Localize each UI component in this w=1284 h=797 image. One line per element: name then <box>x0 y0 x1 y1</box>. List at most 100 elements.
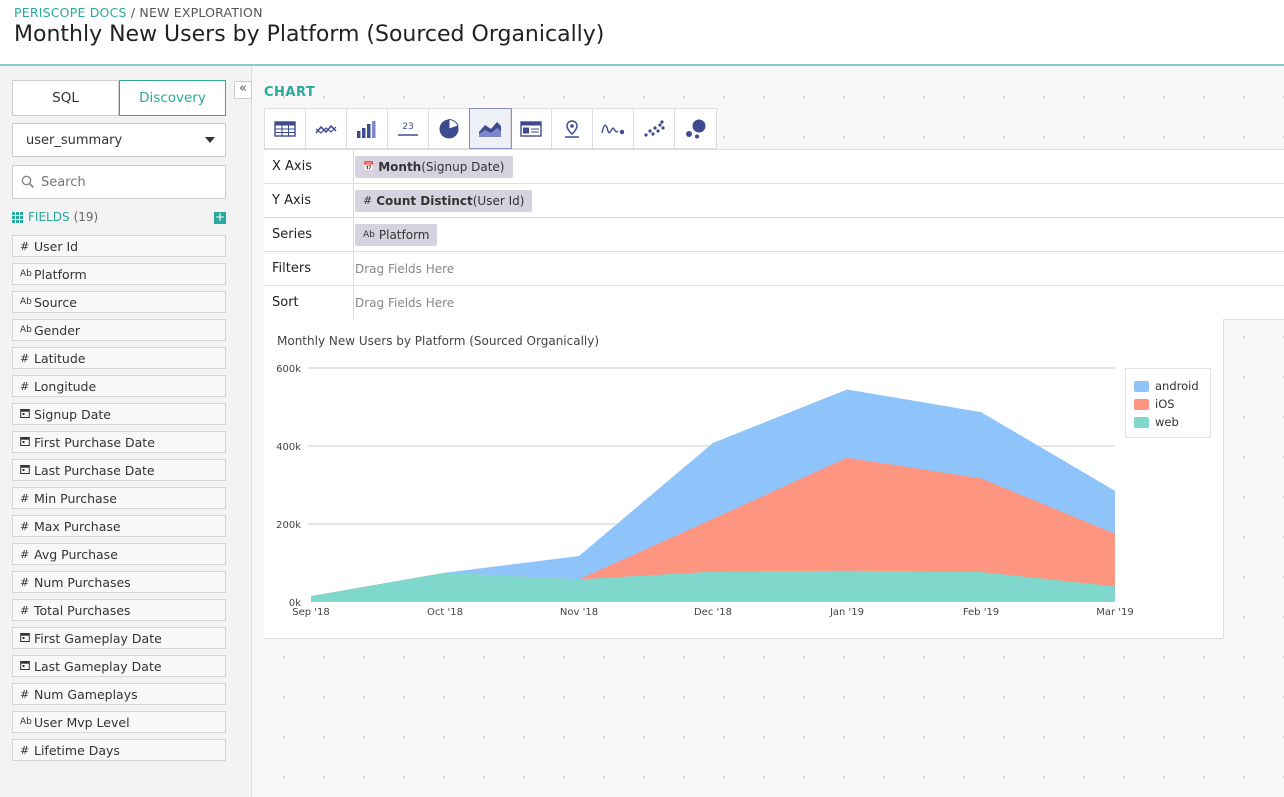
search-input[interactable] <box>41 174 211 190</box>
number-type-icon: # <box>20 575 30 589</box>
x-tick-label: Nov '18 <box>560 607 598 618</box>
field-name: User Id <box>34 238 79 254</box>
legend-item[interactable]: web <box>1134 413 1210 431</box>
pivot-table-icon <box>520 120 542 137</box>
viz-pie-button[interactable] <box>429 109 470 148</box>
field-name: Num Purchases <box>34 574 131 590</box>
viz-pivot-button[interactable] <box>511 109 552 148</box>
legend-item[interactable]: iOS <box>1134 395 1210 413</box>
field-name: Avg Purchase <box>34 546 118 562</box>
series-area-ios[interactable] <box>311 457 1115 602</box>
y-axis-pill[interactable]: # Count Distinct (User Id) <box>355 189 533 212</box>
y-axis-row: Y Axis # Count Distinct (User Id) <box>264 184 1284 218</box>
viz-area-button[interactable] <box>469 108 512 149</box>
legend-swatch <box>1134 380 1149 392</box>
field-name: First Purchase Date <box>34 434 155 450</box>
grid-icon <box>12 211 23 223</box>
text-type-icon: Ab <box>20 269 32 279</box>
number-type-icon: # <box>20 743 30 757</box>
field-name: Signup Date <box>34 406 111 422</box>
field-name: First Gameplay Date <box>34 630 162 646</box>
field-item[interactable]: Ab Platform <box>12 263 226 285</box>
tab-sql[interactable]: SQL <box>12 80 119 116</box>
viz-type-toolbar: 23 <box>264 108 717 149</box>
field-name: Total Purchases <box>34 602 131 618</box>
chart-section-label: CHART <box>264 85 316 100</box>
field-item[interactable]: First Purchase Date <box>12 431 226 453</box>
bar-icon <box>357 120 376 138</box>
number-type-icon: # <box>20 547 30 561</box>
field-item[interactable]: # Max Purchase <box>12 515 226 537</box>
field-item[interactable]: Ab Gender <box>12 319 226 341</box>
field-item[interactable]: # Total Purchases <box>12 599 226 621</box>
series-field: Platform <box>378 227 430 242</box>
y-axis-label: Y Axis <box>264 184 354 217</box>
series-label: Series <box>264 218 354 251</box>
sort-drop-zone[interactable]: Drag Fields Here <box>355 295 455 310</box>
x-tick-label: Jan '19 <box>829 607 864 618</box>
viz-line-button[interactable] <box>306 109 347 148</box>
x-tick-label: Sep '18 <box>292 607 330 618</box>
field-item[interactable]: # Lifetime Days <box>12 739 226 761</box>
legend-item[interactable]: android <box>1134 377 1210 395</box>
viz-table-button[interactable] <box>265 109 306 148</box>
viz-map-button[interactable] <box>552 109 593 148</box>
number-icon: 23 <box>398 122 418 136</box>
x-axis-pill[interactable]: 📅 Month (Signup Date) <box>355 155 513 178</box>
area-chart: 0k 200k 400k 600k Sep '18 Oct '18 Nov '18 Dec '… <box>276 364 1134 618</box>
calendar-icon <box>20 464 34 477</box>
map-pin-icon <box>565 119 579 138</box>
viz-scatter-button[interactable] <box>634 109 675 148</box>
calendar-icon: 📅 <box>363 161 375 172</box>
viz-bubble-button[interactable] <box>675 109 716 148</box>
number-type-icon: # <box>20 379 30 393</box>
field-name: Latitude <box>34 350 86 366</box>
x-tick-label: Mar '19 <box>1096 607 1134 618</box>
legend-label: web <box>1155 415 1179 429</box>
fields-header[interactable]: FIELDS (19) <box>12 210 98 224</box>
field-item[interactable]: # Latitude <box>12 347 226 369</box>
series-pill[interactable]: Ab Platform <box>355 223 438 246</box>
field-name: Last Purchase Date <box>34 462 155 478</box>
filters-drop-zone[interactable]: Drag Fields Here <box>355 261 455 276</box>
breadcrumb-root-link[interactable]: PERISCOPE DOCS <box>14 5 127 20</box>
collapse-sidebar-button[interactable]: « <box>234 81 252 99</box>
y-axis-field: (User Id) <box>472 193 525 208</box>
scatter-icon <box>644 119 665 137</box>
legend-label: iOS <box>1155 397 1175 411</box>
viz-number-button[interactable]: 23 <box>388 109 429 148</box>
field-item[interactable]: Signup Date <box>12 403 226 425</box>
field-item[interactable]: # Longitude <box>12 375 226 397</box>
field-item[interactable]: # Min Purchase <box>12 487 226 509</box>
field-item[interactable]: First Gameplay Date <box>12 627 226 649</box>
fields-label: FIELDS <box>28 210 70 224</box>
field-name: Longitude <box>34 378 97 394</box>
page-title[interactable]: Monthly New Users by Platform (Sourced O… <box>14 22 605 47</box>
field-list: # User Id Ab Platform Ab Source Ab Gender # Latit… <box>12 235 226 767</box>
field-item[interactable]: # Num Purchases <box>12 571 226 593</box>
dataset-select[interactable]: user_summary <box>12 123 226 157</box>
field-item[interactable]: Last Purchase Date <box>12 459 226 481</box>
text-type-icon: Ab <box>20 297 32 307</box>
field-item[interactable]: # User Id <box>12 235 226 257</box>
legend-swatch <box>1134 416 1149 428</box>
search-icon <box>21 175 35 189</box>
y-axis-func: Count Distinct <box>376 193 473 208</box>
viz-bar-button[interactable] <box>347 109 388 148</box>
table-icon <box>274 120 296 137</box>
series-area-web[interactable] <box>311 570 1115 602</box>
calendar-icon <box>20 408 34 421</box>
area-icon <box>479 121 501 137</box>
breadcrumb: PERISCOPE DOCS / NEW EXPLORATION <box>14 5 263 20</box>
field-item[interactable]: Ab User Mvp Level <box>12 711 226 733</box>
field-item[interactable]: # Avg Purchase <box>12 543 226 565</box>
field-name: Lifetime Days <box>34 742 120 758</box>
field-item[interactable]: Ab Source <box>12 291 226 313</box>
tab-discovery[interactable]: Discovery <box>119 80 226 116</box>
field-item[interactable]: Last Gameplay Date <box>12 655 226 677</box>
page-header: PERISCOPE DOCS / NEW EXPLORATION Monthly… <box>0 0 1284 66</box>
viz-scatter-line-button[interactable] <box>593 109 634 148</box>
field-item[interactable]: # Num Gameplays <box>12 683 226 705</box>
add-field-button[interactable]: + <box>214 210 226 224</box>
field-name: Min Purchase <box>34 490 117 506</box>
